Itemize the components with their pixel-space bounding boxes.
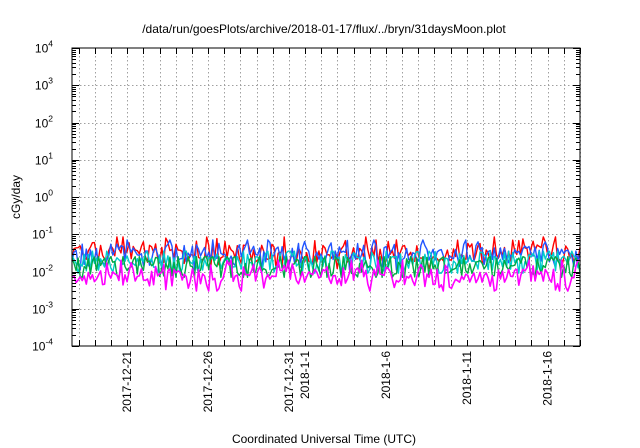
y-tick-label: 10-3 — [32, 300, 53, 317]
y-tick-label: 103 — [35, 76, 53, 93]
y-axis-title: cGy/day — [9, 175, 23, 219]
y-tick-label: 10-1 — [32, 225, 53, 242]
x-tick-label: 2017-12-31 — [282, 351, 296, 413]
grid — [72, 48, 581, 346]
series-line — [71, 256, 581, 278]
series-layer — [71, 236, 581, 292]
y-tick-label: 102 — [35, 114, 53, 131]
y-tick-label: 101 — [35, 151, 53, 168]
series-line — [71, 259, 580, 292]
chart-title: /data/run/goesPlots/archive/2018-01-17/f… — [142, 22, 506, 36]
x-tick-label: 2018-1-6 — [379, 351, 393, 399]
tick-marks — [72, 48, 581, 347]
x-tick-label: 2017-12-26 — [201, 351, 215, 413]
x-axis-title: Coordinated Universal Time (UTC) — [232, 432, 416, 446]
x-tick-label: 2018-1-16 — [541, 351, 555, 406]
y-tick-label: 10-2 — [32, 263, 53, 280]
y-tick-label: 104 — [35, 39, 53, 56]
y-tick-label: 100 — [35, 188, 53, 205]
x-tick-label: 2018-1-1 — [298, 351, 312, 399]
x-tick-label: 2017-12-21 — [120, 351, 134, 413]
x-tick-label: 2018-1-11 — [460, 351, 474, 405]
y-tick-label: 10-4 — [32, 337, 53, 354]
y-tick-labels: 10-4 10-3 10-2 10-1 100 101 102 103 104 — [32, 39, 53, 354]
x-tick-labels: 2017-12-21 2017-12-26 2017-12-31 2018-1-1 20… — [120, 351, 555, 413]
